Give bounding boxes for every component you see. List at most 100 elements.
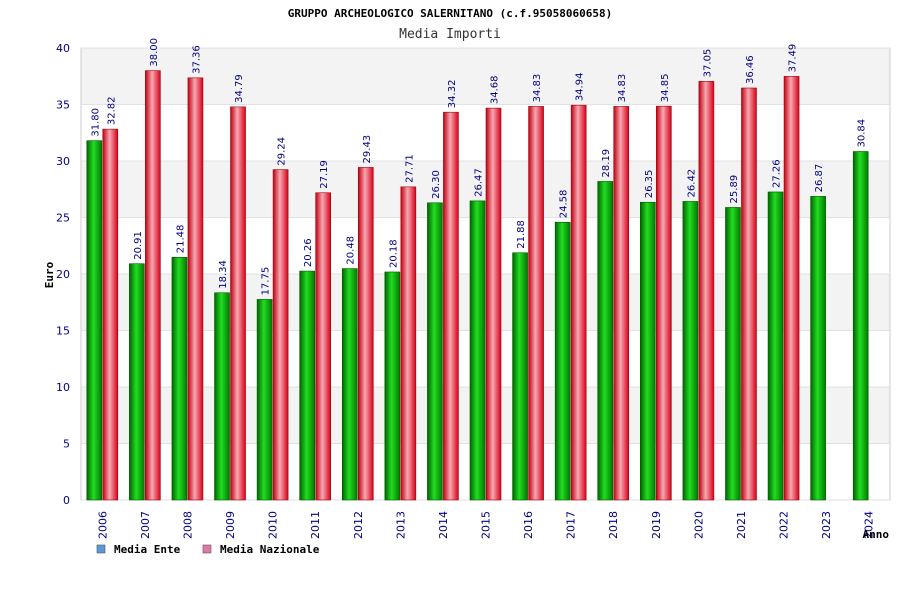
bar-media-ente-2006	[86, 140, 103, 501]
x-tick-label: 2012	[352, 511, 365, 539]
x-tick-label: 2018	[607, 511, 620, 539]
value-label: 32.82	[106, 96, 117, 125]
value-label: 26.42	[686, 169, 697, 198]
legend-swatch	[202, 544, 212, 554]
bar-media-ente-2011	[299, 270, 315, 501]
value-label: 36.46	[745, 55, 756, 84]
bar-media-nazionale-2020	[698, 81, 715, 501]
legend-swatch	[96, 544, 106, 554]
chart-title: GRUPPO ARCHEOLOGICO SALERNITANO (c.f.950…	[288, 7, 613, 20]
bar-media-ente-2018	[597, 181, 614, 501]
value-label: 34.83	[532, 74, 543, 103]
bar-media-ente-2023	[810, 196, 826, 501]
bar-media-nazionale-2019	[656, 105, 672, 501]
value-label: 26.47	[474, 168, 485, 197]
bar-media-ente-2020	[682, 201, 699, 501]
bar-media-ente-2021	[725, 207, 741, 501]
x-tick-label: 2022	[778, 511, 791, 539]
x-tick-label: 2023	[820, 511, 833, 539]
value-label: 26.87	[814, 164, 825, 193]
value-label: 31.80	[90, 108, 101, 137]
bar-media-nazionale-2013	[400, 186, 417, 501]
value-label: 30.84	[857, 119, 868, 148]
bar-media-nazionale-2014	[443, 111, 459, 501]
bar-media-nazionale-2008	[187, 77, 204, 501]
y-axis-ticks: 0 5 10 15 20 25 30 35 40	[56, 42, 70, 507]
x-tick-label: 2010	[267, 511, 280, 539]
bar-media-ente-2024	[852, 151, 869, 501]
value-label: 24.58	[559, 190, 570, 219]
legend-label: Media Ente	[114, 543, 181, 556]
bar-media-ente-2013	[384, 271, 401, 501]
x-tick-label: 2021	[735, 511, 748, 539]
bar-media-nazionale-2021	[741, 87, 757, 501]
legend-label: Media Nazionale	[220, 543, 320, 556]
x-tick-label: 2006	[96, 511, 109, 539]
bar-media-nazionale-2022	[783, 76, 800, 501]
x-tick-label: 2020	[692, 511, 705, 539]
bar-media-nazionale-2006	[102, 128, 119, 501]
x-tick-label: 2014	[437, 511, 450, 539]
value-label: 34.68	[490, 75, 501, 104]
bar-media-ente-2022	[767, 191, 784, 501]
y-tick-label: 40	[56, 42, 70, 55]
bar-media-ente-2010	[256, 299, 273, 501]
bar-media-nazionale-2012	[357, 167, 374, 501]
bar-media-ente-2014	[427, 202, 443, 501]
bar-media-nazionale-2009	[230, 106, 246, 501]
x-tick-label: 2011	[309, 511, 322, 539]
value-label: 18.34	[218, 260, 229, 289]
x-axis-ticks: 2006 2007 2008 2009 2010 2011 2012 2013 2014 2015…	[96, 511, 875, 539]
bar-media-ente-2009	[214, 292, 230, 501]
bar-media-nazionale-2007	[145, 70, 161, 501]
bar-media-ente-2008	[171, 256, 188, 501]
value-label: 28.19	[601, 149, 612, 178]
bars	[86, 70, 869, 501]
bar-media-nazionale-2011	[315, 192, 331, 501]
y-tick-label: 15	[56, 325, 70, 338]
y-tick-label: 25	[56, 212, 70, 225]
x-tick-label: 2009	[224, 511, 237, 539]
value-label: 27.71	[404, 154, 415, 183]
y-tick-label: 35	[56, 99, 70, 112]
value-label: 27.26	[772, 159, 783, 188]
y-axis-label: Euro	[43, 261, 56, 288]
bar-media-ente-2016	[512, 252, 528, 501]
bar-media-ente-2017	[554, 221, 571, 501]
value-label: 27.19	[319, 160, 330, 189]
value-label: 20.18	[388, 239, 399, 268]
y-tick-label: 10	[56, 381, 70, 394]
bar-media-ente-2019	[640, 201, 656, 501]
value-label: 25.89	[729, 175, 740, 204]
value-label: 34.32	[447, 80, 458, 109]
legend: Media Ente Media Nazionale	[96, 543, 320, 556]
value-label: 38.00	[149, 38, 160, 67]
value-label: 29.43	[362, 135, 373, 164]
value-label: 29.24	[277, 137, 288, 166]
bar-media-nazionale-2010	[272, 169, 289, 501]
x-tick-label: 2019	[650, 511, 663, 539]
y-tick-label: 30	[56, 155, 70, 168]
bar-media-nazionale-2016	[528, 106, 544, 501]
bar-media-nazionale-2018	[613, 106, 630, 501]
value-label: 20.91	[133, 231, 144, 260]
value-label: 34.85	[660, 74, 671, 103]
x-tick-label: 2017	[565, 511, 578, 539]
chart-subtitle: Media Importi	[399, 27, 501, 42]
bar-media-nazionale-2017	[570, 104, 587, 501]
bar-media-ente-2015	[469, 200, 486, 501]
bar-media-ente-2007	[129, 263, 145, 501]
value-label: 20.26	[303, 238, 314, 267]
bar-media-nazionale-2015	[485, 107, 502, 501]
y-tick-label: 0	[63, 494, 70, 507]
x-tick-label: 2016	[522, 511, 535, 539]
value-label: 21.48	[175, 225, 186, 254]
value-label: 26.35	[644, 170, 655, 199]
value-label: 37.36	[191, 45, 202, 74]
value-label: 34.79	[234, 74, 245, 103]
value-label: 34.83	[617, 74, 628, 103]
x-tick-label: 2008	[181, 511, 194, 539]
value-label: 17.75	[261, 267, 272, 296]
value-label: 26.30	[431, 170, 442, 199]
value-label: 37.05	[702, 49, 713, 78]
